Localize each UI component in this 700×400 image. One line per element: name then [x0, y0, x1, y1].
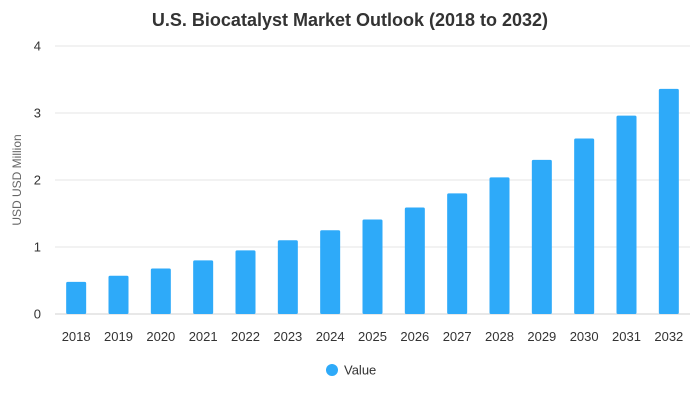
- bar-2018[interactable]: [66, 281, 87, 314]
- x-tick-label: 2021: [189, 329, 218, 344]
- x-tick-label: 2028: [485, 329, 514, 344]
- legend[interactable]: Value: [326, 363, 376, 378]
- x-axis-ticks: 2018 2019 2020 2021 2022 2023 2024 2025 2026 2027…: [62, 329, 684, 344]
- bar-2019[interactable]: [108, 275, 129, 314]
- bar-2022[interactable]: [235, 250, 256, 314]
- bar-2031[interactable]: [616, 115, 637, 315]
- x-tick-label: 2022: [231, 329, 260, 344]
- x-tick-label: 2020: [146, 329, 175, 344]
- y-tick-label: 3: [34, 106, 41, 121]
- legend-marker: [326, 364, 338, 376]
- x-tick-label: 2029: [527, 329, 556, 344]
- x-tick-label: 2030: [570, 329, 599, 344]
- x-tick-label: 2019: [104, 329, 133, 344]
- bar-2032[interactable]: [658, 88, 679, 314]
- x-tick-label: 2025: [358, 329, 387, 344]
- y-axis-label: USD USD Million: [10, 134, 24, 225]
- bar-2030[interactable]: [574, 138, 595, 314]
- y-tick-label: 2: [34, 173, 41, 188]
- x-tick-label: 2018: [62, 329, 91, 344]
- y-tick-label: 4: [34, 39, 41, 54]
- bar-2023[interactable]: [277, 240, 298, 314]
- y-axis-ticks: 0 1 2 3 4: [34, 39, 41, 322]
- x-tick-label: 2027: [443, 329, 472, 344]
- x-tick-label: 2023: [273, 329, 302, 344]
- x-tick-label: 2026: [400, 329, 429, 344]
- bar-2021[interactable]: [193, 260, 214, 314]
- x-tick-label: 2024: [316, 329, 345, 344]
- x-tick-label: 2032: [654, 329, 683, 344]
- y-tick-label: 0: [34, 307, 41, 322]
- chart-title: U.S. Biocatalyst Market Outlook (2018 to…: [152, 10, 548, 30]
- bar-2025[interactable]: [362, 219, 383, 314]
- bar-2028[interactable]: [489, 177, 510, 314]
- legend-label: Value: [344, 363, 376, 378]
- y-tick-label: 1: [34, 240, 41, 255]
- bar-2024[interactable]: [320, 230, 341, 314]
- bars: [66, 88, 679, 315]
- bar-2020[interactable]: [150, 268, 171, 314]
- x-tick-label: 2031: [612, 329, 641, 344]
- bar-2027[interactable]: [447, 193, 468, 314]
- bar-2029[interactable]: [531, 159, 552, 314]
- bar-2026[interactable]: [404, 207, 425, 314]
